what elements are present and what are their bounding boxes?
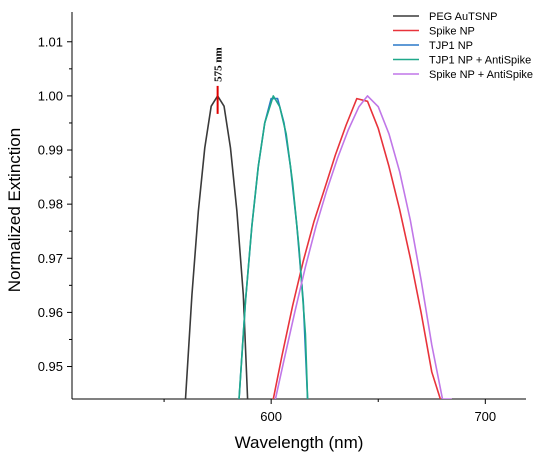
legend-label: Spike NP xyxy=(429,26,475,38)
y-tick-label: 0.97 xyxy=(38,251,63,266)
y-tick-label: 1.01 xyxy=(38,34,63,49)
y-axis-ticks: 0.95 0.96 0.97 0.98 0.99 1.00 1.01 xyxy=(38,34,72,374)
y-tick-label: 0.96 xyxy=(38,305,63,320)
legend-label: Spike NP + AntiSpike xyxy=(429,69,533,81)
x-axis-ticks: 600 700 xyxy=(163,399,496,424)
y-tick-label: 1.00 xyxy=(38,88,63,103)
x-tick-label: 700 xyxy=(474,409,496,424)
series-line-4 xyxy=(238,95,309,399)
y-axis-title: Normalized Extinction xyxy=(5,128,24,292)
legend-label: PEG AuTSNP xyxy=(429,11,497,23)
series-line-1 xyxy=(184,95,249,399)
y-tick-label: 0.99 xyxy=(38,143,63,158)
x-axis-title: Wavelength (nm) xyxy=(235,433,364,452)
legend-label: TJP1 NP + AntiSpike xyxy=(429,55,531,67)
peak-annotation: 575 nm xyxy=(213,47,225,114)
legend-label: TJP1 NP xyxy=(429,40,473,52)
y-tick-label: 0.95 xyxy=(38,359,63,374)
peak-annotation-label: 575 nm xyxy=(213,47,225,82)
series-line-5 xyxy=(274,95,452,399)
y-tick-label: 0.98 xyxy=(38,197,63,212)
series-line-2 xyxy=(272,97,442,399)
legend: PEG AuTSNP Spike NP TJP1 NP TJP1 NP + AntiS… xyxy=(393,11,533,81)
series-lines xyxy=(184,95,452,399)
x-tick-label: 600 xyxy=(260,409,282,424)
